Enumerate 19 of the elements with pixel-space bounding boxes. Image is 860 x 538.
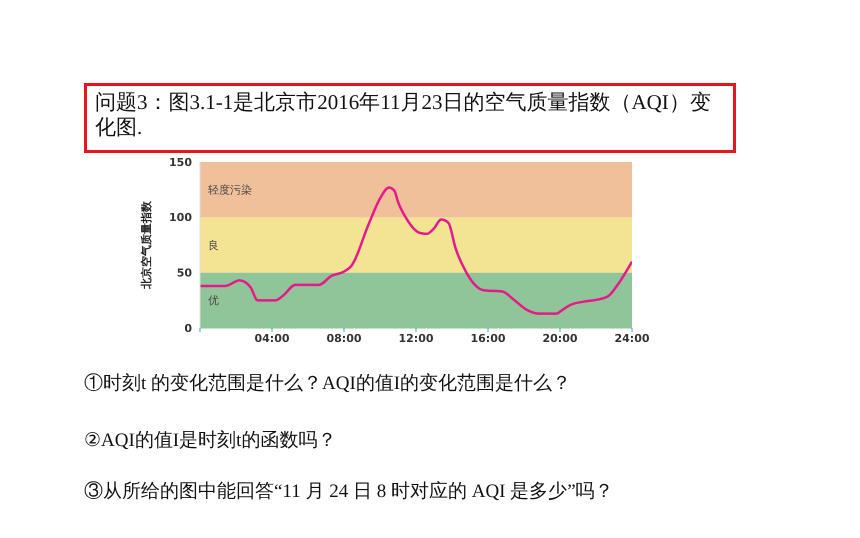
- band-label: 优: [208, 294, 219, 308]
- band-label: 良: [208, 238, 219, 252]
- x-tick-label: 16:00: [470, 332, 506, 345]
- x-tick-label: 08:00: [326, 332, 362, 345]
- x-tick-label: 24:00: [614, 332, 650, 345]
- y-tick-label: 50: [176, 266, 192, 280]
- x-tick-label: 20:00: [542, 332, 578, 345]
- text: ②AQI的值I是时刻t的函数吗？: [84, 429, 336, 453]
- x-tick-label: 12:00: [398, 332, 434, 345]
- y-tick-label: 100: [169, 211, 192, 224]
- x-tick-label: 04:00: [254, 332, 290, 345]
- band-label: 轻度污染: [208, 184, 252, 197]
- text: ①时刻t 的变化范围是什么？AQI的值I的变化范围是什么？: [84, 372, 572, 396]
- y-tick-label: 0: [184, 322, 192, 335]
- y-axis-title: 北京空气质量指数: [140, 200, 153, 290]
- line-series: [200, 186, 632, 315]
- text: ③从所给的图中能回答“11 月 24 日 8 时对应的 AQI 是多少”吗？: [84, 480, 614, 504]
- chart-title: 问题3：图3.1-1是北京市2016年11月23日的空气质量指数（AQI）变化图.: [84, 83, 736, 153]
- y-tick-label: 150: [169, 156, 192, 169]
